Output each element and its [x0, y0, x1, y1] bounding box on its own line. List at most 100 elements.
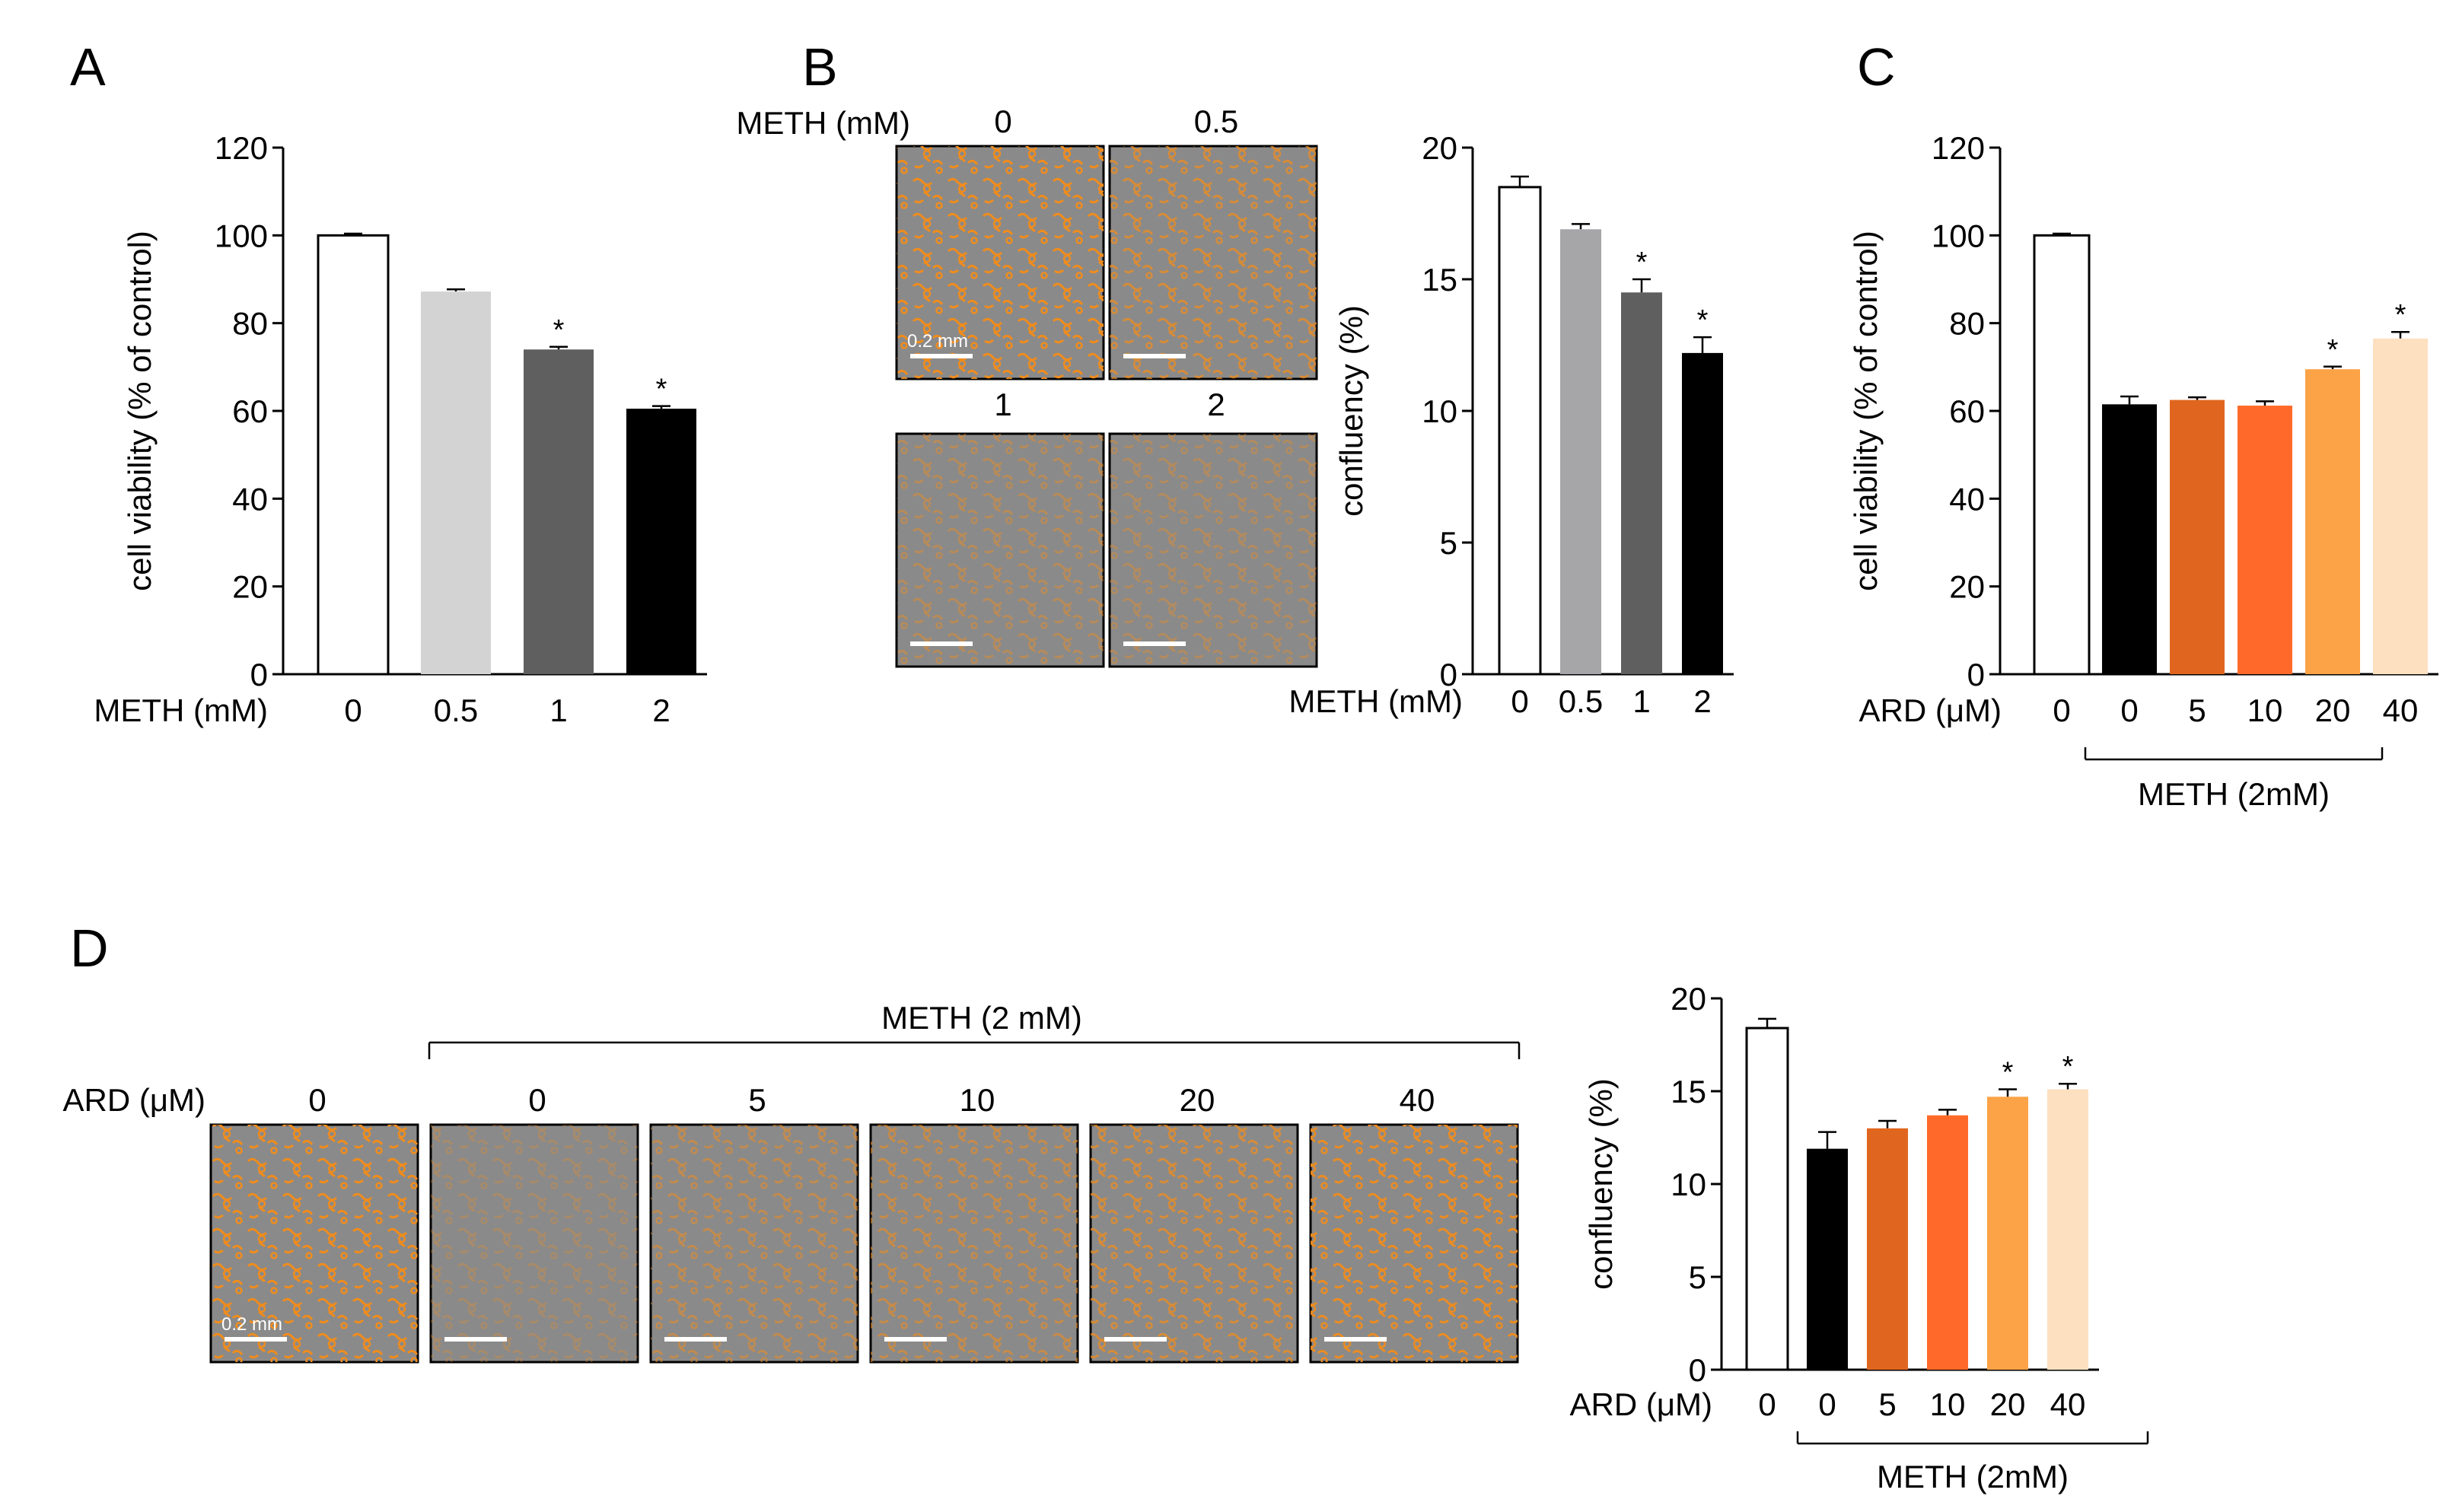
x-tick-label: 20 [2315, 692, 2351, 728]
x-tick-label: 0 [1758, 1386, 1776, 1422]
x-tick-label: 0.5 [1559, 683, 1603, 719]
significance-mark: * [2327, 334, 2339, 366]
x-tick-label: 1 [549, 692, 567, 728]
bar [2033, 234, 2091, 676]
micrograph-d-1 [429, 1123, 639, 1364]
y-tick-label: 10 [1671, 1167, 1706, 1202]
y-tick-label: 80 [232, 306, 268, 342]
y-tick-label: 20 [1671, 981, 1706, 1017]
y-axis-title-c: cell viability (% of control) [1848, 231, 1884, 591]
bar [1807, 1148, 1848, 1370]
y-tick-label: 20 [232, 569, 268, 605]
x-axis-title-b: METH (mM) [1288, 683, 1463, 719]
y-tick-label: 100 [215, 218, 268, 253]
y-tick-label: 20 [1949, 569, 1985, 605]
y-tick-label: 100 [1932, 218, 1985, 253]
bar [1745, 1027, 1789, 1371]
bar [2170, 399, 2225, 674]
y-tick-label: 15 [1422, 262, 1457, 298]
x-tick-label: 0 [1818, 1386, 1836, 1422]
panel-label-b: B [802, 37, 838, 97]
x-tick-label: 40 [2050, 1386, 2086, 1422]
y-tick-label: 5 [1440, 525, 1457, 561]
cell-overlay [871, 1125, 1078, 1362]
micrograph-b-2 [895, 432, 1105, 668]
y-tick-label: 40 [232, 481, 268, 517]
micrograph-label: 10 [960, 1082, 995, 1118]
x-tick-label: 0 [2053, 692, 2070, 728]
micrograph-label: 5 [748, 1082, 766, 1118]
panel-label-d: D [70, 918, 109, 978]
bar [1560, 229, 1601, 674]
cell-overlay [897, 434, 1104, 667]
micrograph-label: 1 [994, 387, 1011, 422]
y-tick-label: 0 [1440, 657, 1457, 692]
significance-mark: * [2062, 1051, 2074, 1083]
cell-overlay [1311, 1125, 1518, 1362]
micrograph-d-0: 0.2 mm [209, 1123, 419, 1364]
bar [317, 234, 390, 676]
group-label-c: METH (2mM) [2138, 776, 2330, 812]
micrograph-d-row-label: ARD (μM) [62, 1082, 205, 1118]
y-tick-label: 60 [232, 393, 268, 429]
panel-label-a: A [70, 37, 106, 97]
micrograph-d-4 [1089, 1123, 1299, 1364]
bar [2102, 404, 2157, 674]
y-tick-label: 60 [1949, 393, 1985, 429]
significance-mark: * [553, 314, 565, 346]
cell-overlay [1091, 1125, 1298, 1362]
x-axis-title-a: METH (mM) [94, 692, 268, 728]
cell-overlay [651, 1125, 858, 1362]
x-axis-title-c: ARD (μM) [1859, 692, 2002, 728]
y-tick-label: 80 [1949, 306, 1985, 342]
micrograph-b-header-label: METH (mM) [736, 105, 910, 141]
bar [1498, 186, 1542, 676]
significance-mark: * [2395, 299, 2406, 331]
micrograph-d-2 [649, 1123, 859, 1364]
cell-overlay [1110, 146, 1317, 379]
x-tick-label: 5 [2188, 692, 2206, 728]
scale-bar-label: 0.2 mm [907, 331, 968, 352]
micrograph-b-1 [1108, 145, 1318, 380]
significance-mark: * [656, 374, 667, 406]
micrograph-b-3 [1108, 432, 1318, 668]
x-tick-label: 10 [1930, 1386, 1966, 1422]
chart-a: 0 20 40 60 80 100 120 cell viability (% of cont… [94, 130, 707, 728]
panel-label-c: C [1857, 37, 1896, 97]
y-tick-label: 20 [1422, 130, 1457, 166]
y-axis-title-a: cell viability (% of control) [122, 231, 158, 591]
micrograph-label: 0 [528, 1082, 546, 1118]
bar [524, 349, 594, 674]
y-tick-label: 0 [1967, 657, 1985, 692]
y-tick-label: 120 [1932, 130, 1985, 166]
bar [421, 291, 491, 674]
y-tick-label: 5 [1689, 1259, 1706, 1295]
x-tick-label: 2 [652, 692, 670, 728]
x-tick-label: 10 [2247, 692, 2283, 728]
chart-b: 0 5 10 15 20 confluency (%) 0 0.5 * 1 * 2 METH (mM) [1288, 130, 1734, 719]
micrograph-label: 2 [1207, 387, 1225, 422]
bar [2305, 369, 2360, 674]
bar [2047, 1089, 2088, 1370]
significance-mark: * [2002, 1057, 2014, 1089]
micrograph-label: 40 [1400, 1082, 1435, 1118]
bar [1867, 1128, 1908, 1370]
bar [2238, 406, 2292, 674]
micrographs-b: METH (mM) 0 0.2 mm 0.5 1 2 [736, 103, 1318, 668]
cell-overlay [431, 1125, 638, 1362]
micrograph-d-3 [869, 1123, 1079, 1364]
x-tick-label: 5 [1878, 1386, 1896, 1422]
micrograph-d-group-label: METH (2 mM) [881, 1000, 1082, 1036]
cell-overlay [211, 1125, 418, 1362]
x-tick-label: 0.5 [434, 692, 478, 728]
y-axis-title-b: confluency (%) [1333, 305, 1369, 517]
micrograph-b-0: 0.2 mm [895, 145, 1105, 380]
micrograph-label: 0 [994, 103, 1011, 139]
y-tick-label: 40 [1949, 481, 1985, 517]
bar [626, 409, 696, 674]
x-tick-label: 0 [344, 692, 362, 728]
y-tick-label: 120 [215, 130, 268, 166]
x-tick-label: 2 [1693, 683, 1711, 719]
x-tick-label: 1 [1632, 683, 1650, 719]
